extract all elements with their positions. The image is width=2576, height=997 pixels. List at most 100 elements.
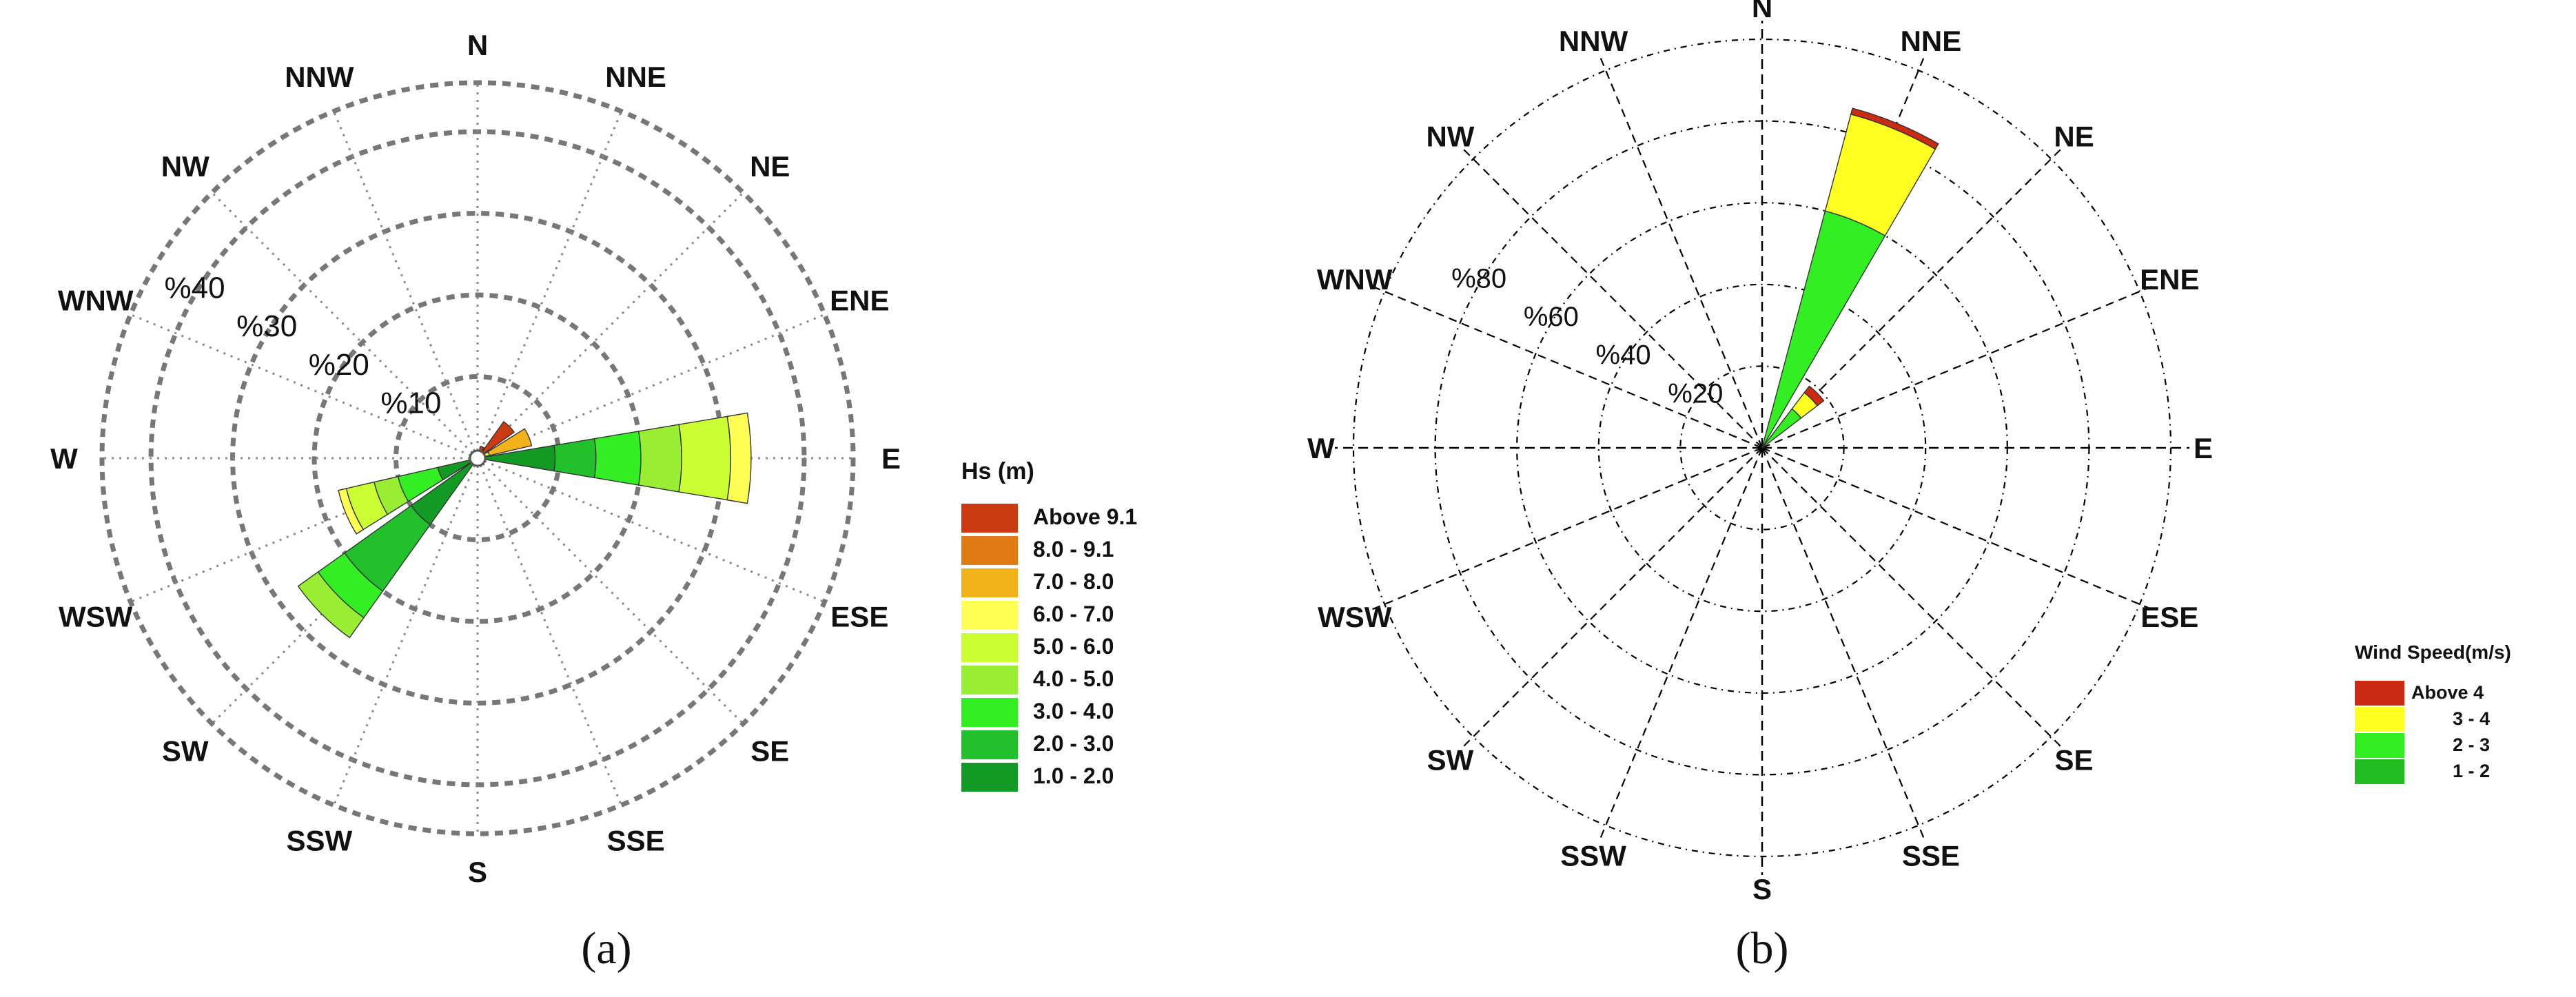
direction-spoke (1367, 283, 1763, 449)
direction-spoke (333, 458, 479, 806)
legend-item-label: 6.0 - 7.0 (1033, 602, 1114, 626)
legend-item-label: 5.0 - 6.0 (1033, 634, 1114, 659)
direction-spoke (333, 110, 479, 459)
direction-label: WSW (59, 601, 133, 633)
radial-tick-label: %20 (309, 348, 369, 382)
direction-label: N (1752, 0, 1772, 23)
rose-segment-e (726, 412, 752, 504)
legend-swatch (961, 568, 1018, 597)
rose-segment-e (593, 431, 642, 486)
rose-segment-wsw (338, 488, 365, 535)
direction-spoke (1761, 283, 2158, 449)
radial-tick-label: %40 (1596, 340, 1651, 371)
legend-item-label: 2.0 - 3.0 (1033, 731, 1114, 756)
direction-label: ESE (830, 601, 888, 633)
direction-label: SW (1427, 744, 1474, 777)
legend-swatch (961, 730, 1018, 759)
legend-swatch (2355, 733, 2404, 758)
legend-item-label: 2 - 3 (2453, 734, 2490, 755)
outer-ring (99, 80, 856, 836)
legend-swatch (961, 536, 1018, 565)
legend-item-label: 1 - 2 (2453, 761, 2490, 781)
direction-spoke (476, 458, 622, 806)
direction-label: S (1752, 873, 1772, 905)
legend-item-label: 1.0 - 2.0 (1033, 763, 1114, 788)
legend-swatch (2355, 681, 2404, 706)
direction-label: NW (1426, 121, 1474, 153)
radial-tick-label: %40 (165, 271, 225, 305)
legend-swatch (2355, 759, 2404, 784)
rose-segment-nne (1850, 107, 1939, 150)
outer-ring (1352, 38, 2172, 858)
direction-label: E (881, 442, 901, 475)
rose-segment-e (637, 424, 682, 493)
direction-label: ENE (830, 285, 889, 317)
radial-ring (1597, 283, 1927, 613)
legend-swatch (961, 666, 1018, 695)
direction-label: SSE (607, 824, 665, 856)
direction-label: SE (2055, 744, 2094, 777)
rose-segment-e (553, 438, 597, 479)
panel-caption: (a) (581, 923, 631, 974)
legend-title: Hs (m) (961, 458, 1034, 484)
legend-swatch (961, 504, 1018, 533)
legend-item-label: 8.0 - 9.1 (1033, 537, 1114, 562)
direction-spoke (476, 192, 744, 460)
direction-label: SE (750, 734, 789, 767)
direction-label: ESE (2140, 601, 2198, 633)
legend-swatch (961, 633, 1018, 662)
rose-segment-nne (1761, 210, 1886, 449)
direction-label: NE (2054, 121, 2094, 153)
direction-label: N (467, 29, 488, 61)
direction-label: W (50, 442, 78, 475)
direction-label: NNE (1901, 25, 1962, 57)
rose-segment-ne (1803, 385, 1825, 407)
direction-label: ENE (2140, 263, 2199, 296)
direction-label: SSW (287, 824, 353, 856)
direction-label: SSE (1902, 839, 1960, 872)
radial-tick-label: %10 (380, 386, 441, 420)
center-dot (469, 449, 487, 467)
rose-segment-sw (297, 571, 365, 639)
radial-tick-label: %30 (236, 309, 297, 343)
direction-label: E (2194, 432, 2213, 464)
direction-label: S (468, 856, 487, 888)
radial-tick-label: %20 (1668, 378, 1723, 409)
direction-label: NNE (605, 61, 666, 93)
radial-tick-label: %60 (1524, 302, 1579, 332)
direction-spoke (476, 110, 622, 459)
direction-spoke (1761, 447, 1927, 843)
direction-label: NW (161, 150, 209, 183)
legend-swatch (961, 763, 1018, 792)
wind-rose-panel-b: %20 %40 %60 %80 N NNE NE ENE E ESE SE SSE S SSW SW WSW W… (1307, 0, 2511, 974)
legend-item-label: 4.0 - 5.0 (1033, 666, 1114, 691)
direction-spoke (476, 457, 744, 725)
legend-swatch (961, 601, 1018, 630)
legend-swatch (961, 698, 1018, 727)
direction-label: WSW (1318, 601, 1392, 633)
direction-label: WNW (1317, 263, 1393, 296)
direction-spoke (1761, 446, 2158, 613)
direction-spoke (1597, 52, 1764, 449)
wave-rose-panel-a: %10 %20 %30 %40 N NNE NE ENE E ESE SE SSE S SSW SW WSW W… (50, 29, 1137, 974)
direction-label: WNW (58, 285, 134, 317)
rose-segment-e (678, 415, 731, 501)
direction-label: SSW (1560, 839, 1626, 872)
direction-label: W (1307, 432, 1335, 464)
direction-label: SW (162, 734, 209, 767)
rose-segment-ene (487, 428, 533, 456)
legend-item-label: Above 4 (2411, 682, 2484, 703)
direction-spoke (1761, 447, 2065, 751)
direction-spoke (1459, 145, 1763, 449)
legend-item-label: 3.0 - 4.0 (1033, 699, 1114, 723)
direction-spoke (477, 457, 826, 603)
panel-caption: (b) (1736, 923, 1789, 974)
legend-title: Wind Speed(m/s) (2355, 641, 2511, 663)
direction-spoke (1459, 447, 1763, 751)
direction-spoke (1597, 447, 1764, 843)
direction-spoke (1367, 446, 1763, 613)
direction-label: NNW (285, 61, 354, 93)
legend-item-label: 7.0 - 8.0 (1033, 569, 1114, 594)
legend-item-label: 3 - 4 (2453, 708, 2490, 729)
